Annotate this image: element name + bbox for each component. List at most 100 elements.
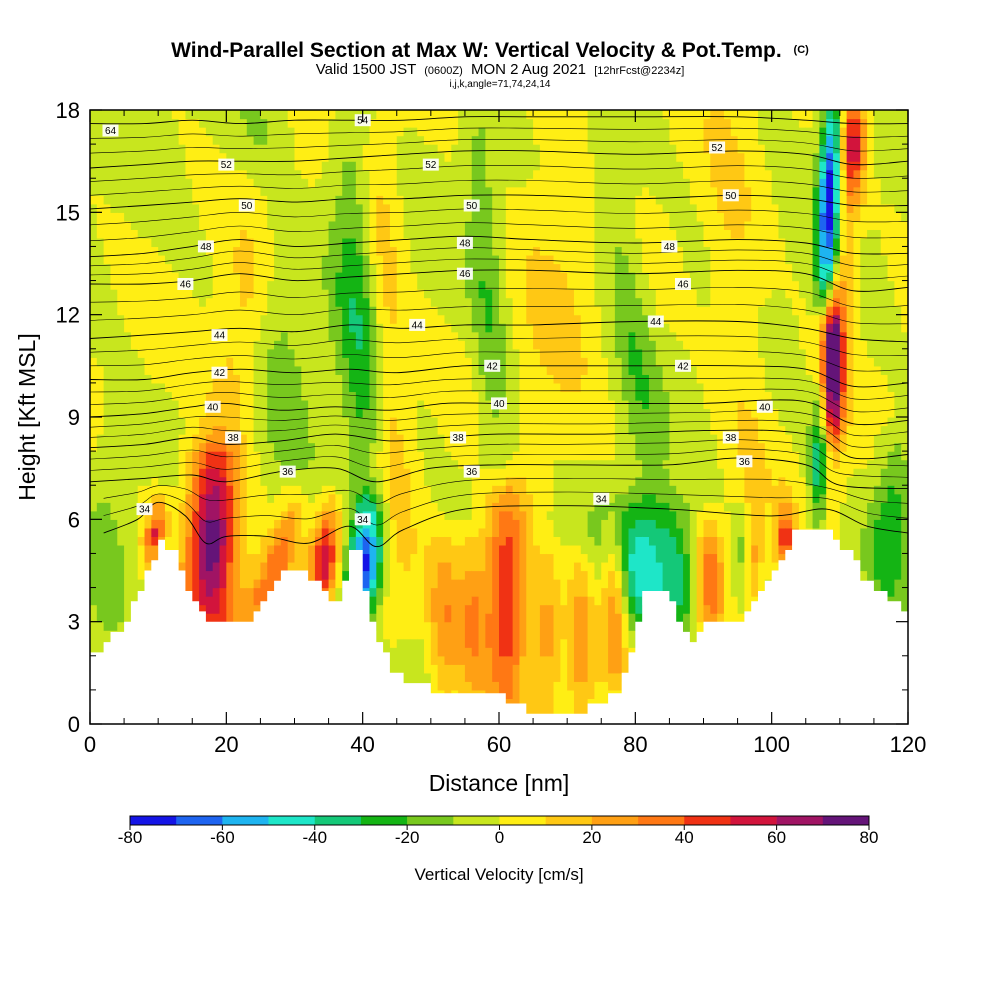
w-cell — [130, 110, 139, 230]
w-cell — [621, 596, 630, 614]
w-cell — [594, 306, 602, 461]
w-cell — [226, 161, 234, 358]
w-cell — [812, 306, 820, 316]
w-cell — [260, 144, 268, 196]
w-cell — [655, 527, 664, 563]
colorbar-swatch — [360, 816, 408, 825]
contour-label-44: 44 — [409, 318, 426, 331]
w-cell — [233, 169, 241, 248]
w-cell — [608, 459, 616, 503]
colorbar-swatch — [453, 816, 500, 825]
w-cell — [376, 451, 384, 469]
w-cell — [103, 110, 112, 205]
w-cell — [860, 527, 868, 572]
w-cell — [458, 340, 466, 469]
theta-contour-minor — [90, 287, 908, 308]
w-cell — [839, 502, 848, 597]
colorbar-swatch — [730, 816, 777, 825]
w-cell — [301, 110, 309, 179]
w-cell — [798, 297, 807, 350]
w-cell — [894, 442, 902, 495]
w-cell — [594, 681, 602, 724]
contour-label-52: 52 — [218, 158, 235, 171]
w-cell — [308, 442, 316, 461]
w-cell — [294, 110, 302, 171]
w-cell — [683, 502, 691, 555]
w-cell — [819, 297, 827, 307]
w-cell — [608, 672, 616, 691]
w-cell — [887, 485, 895, 597]
w-cell — [655, 365, 664, 503]
x-axis-label: Distance [nm] — [429, 770, 570, 796]
w-cell — [205, 493, 214, 520]
w-cell — [826, 229, 834, 248]
w-cell — [205, 110, 214, 137]
w-cell — [362, 169, 371, 256]
w-cell — [853, 203, 861, 222]
w-cell — [430, 417, 439, 503]
contour-label-text: 38 — [228, 433, 240, 444]
w-cell — [839, 451, 848, 503]
w-cell — [662, 459, 671, 469]
contour-label-text: 48 — [459, 239, 471, 250]
w-cell — [853, 118, 861, 137]
w-cell — [703, 152, 711, 248]
w-cell — [614, 110, 623, 248]
w-cell — [819, 306, 827, 316]
w-cell — [355, 314, 364, 350]
w-cell — [628, 570, 636, 597]
w-cell — [137, 544, 146, 580]
w-cell — [314, 527, 323, 537]
w-cell — [710, 553, 718, 614]
contour-label-38: 38 — [225, 431, 242, 444]
contour-label-34: 34 — [354, 513, 371, 526]
contour-label-text: 42 — [214, 368, 226, 379]
theta-contour-minor — [103, 491, 908, 526]
w-cell — [437, 314, 446, 435]
w-cell — [567, 459, 575, 546]
w-cell — [205, 254, 214, 299]
w-cell — [226, 357, 234, 435]
w-cell — [369, 502, 377, 512]
w-cell — [335, 272, 343, 307]
w-cell — [267, 280, 275, 350]
w-cell — [655, 314, 664, 367]
w-cell — [764, 297, 773, 393]
w-cell — [669, 144, 677, 230]
w-cell — [730, 237, 739, 503]
w-cell — [369, 587, 377, 597]
theta-contour-minor — [90, 419, 908, 448]
w-cell — [287, 127, 296, 350]
colorbar-tick-label: 20 — [582, 828, 601, 847]
y-tick-label: 6 — [68, 507, 80, 532]
w-cell — [212, 587, 221, 614]
colorbar-swatch — [407, 816, 454, 825]
w-cell — [144, 110, 152, 239]
w-cell — [124, 331, 132, 682]
w-cell — [839, 417, 848, 435]
w-cell — [192, 510, 200, 614]
w-cell — [567, 544, 575, 580]
contour-label-text: 50 — [466, 201, 478, 212]
contour-label-text: 42 — [677, 361, 689, 372]
w-cell — [151, 110, 159, 248]
w-cell — [573, 681, 582, 717]
w-cell — [683, 178, 691, 273]
w-cell — [839, 391, 848, 418]
colorbar-tick-label: 80 — [860, 828, 879, 847]
w-cell — [860, 237, 868, 341]
w-cell — [833, 289, 841, 299]
w-cell — [628, 485, 636, 503]
w-cell — [117, 110, 125, 213]
w-cell — [192, 297, 200, 435]
w-cell — [444, 110, 452, 162]
w-cell — [635, 536, 643, 597]
w-cell — [403, 638, 411, 724]
w-cell — [246, 297, 255, 555]
w-cell — [819, 493, 827, 520]
w-cell — [499, 468, 507, 486]
w-cell — [546, 510, 555, 520]
w-cell — [349, 237, 357, 299]
colorbar-swatch — [638, 816, 685, 825]
